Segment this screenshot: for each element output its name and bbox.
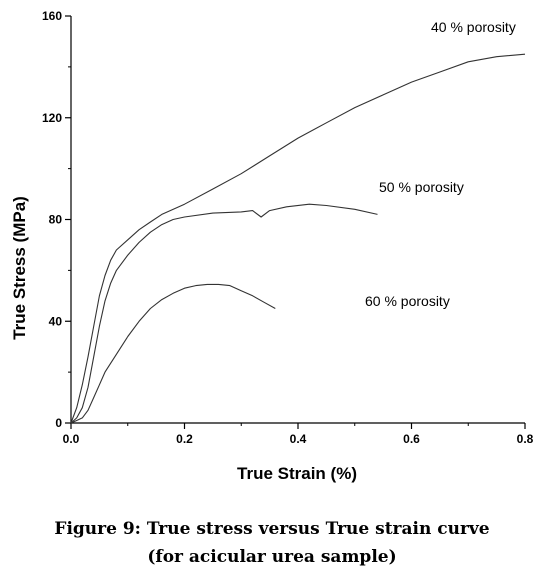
y-axis-title: True Stress (MPa) — [10, 196, 29, 340]
series-label-3: 60 % porosity — [365, 293, 450, 309]
series-line-3 — [70, 283, 276, 424]
y-tick-label: 40 — [49, 314, 63, 328]
figure-caption-line-2: (for acicular urea sample) — [147, 547, 397, 567]
chart-labels: 40 % porosity 50 % porosity 60 % porosity — [365, 19, 516, 309]
x-tick-label: 0.2 — [176, 432, 193, 446]
chart-axes: 0.0 0.2 0.4 0.6 0.8 0 40 80 120 160 — [42, 9, 534, 446]
series-label-2: 50 % porosity — [379, 179, 464, 195]
x-tick-label: 0.6 — [403, 432, 420, 446]
x-tick-label: 0.8 — [517, 432, 534, 446]
y-tick-label: 80 — [49, 213, 63, 227]
x-tick-label: 0.4 — [290, 432, 307, 446]
series-label-1: 40 % porosity — [431, 19, 516, 35]
x-tick-label: 0.0 — [63, 432, 80, 446]
x-axis-title: True Strain (%) — [237, 464, 357, 483]
y-tick-label: 120 — [42, 111, 62, 125]
series-line-2 — [70, 203, 378, 424]
y-tick-label: 0 — [55, 416, 62, 430]
y-tick-label: 160 — [42, 9, 62, 23]
series-line-1 — [70, 53, 526, 424]
stress-strain-chart: 0.0 0.2 0.4 0.6 0.8 0 40 80 120 160 40 % porosity… — [10, 9, 534, 483]
figure-caption-line-1: Figure 9: True stress versus True strain… — [54, 519, 490, 539]
chart-curves — [70, 53, 526, 424]
